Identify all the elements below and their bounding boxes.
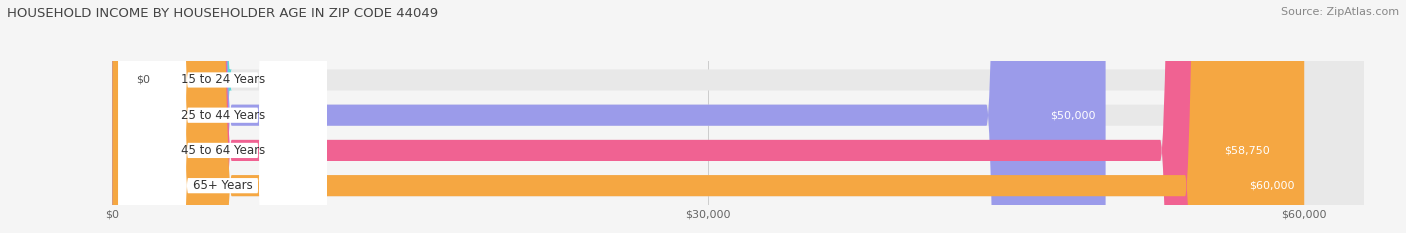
FancyBboxPatch shape — [112, 0, 1305, 233]
Text: $50,000: $50,000 — [1050, 110, 1095, 120]
FancyBboxPatch shape — [118, 0, 328, 233]
FancyBboxPatch shape — [112, 0, 1364, 233]
Text: HOUSEHOLD INCOME BY HOUSEHOLDER AGE IN ZIP CODE 44049: HOUSEHOLD INCOME BY HOUSEHOLDER AGE IN Z… — [7, 7, 439, 20]
Text: $0: $0 — [136, 75, 150, 85]
FancyBboxPatch shape — [118, 0, 328, 233]
FancyBboxPatch shape — [3, 0, 232, 233]
FancyBboxPatch shape — [112, 0, 1364, 233]
FancyBboxPatch shape — [118, 0, 328, 233]
FancyBboxPatch shape — [118, 0, 328, 233]
Text: Source: ZipAtlas.com: Source: ZipAtlas.com — [1281, 7, 1399, 17]
Text: 25 to 44 Years: 25 to 44 Years — [180, 109, 264, 122]
FancyBboxPatch shape — [112, 0, 1279, 233]
Text: 15 to 24 Years: 15 to 24 Years — [180, 73, 264, 86]
Text: $58,750: $58,750 — [1223, 145, 1270, 155]
FancyBboxPatch shape — [112, 0, 1364, 233]
Text: 65+ Years: 65+ Years — [193, 179, 253, 192]
Text: $60,000: $60,000 — [1249, 181, 1295, 191]
FancyBboxPatch shape — [112, 0, 1364, 233]
FancyBboxPatch shape — [112, 0, 1105, 233]
Text: 45 to 64 Years: 45 to 64 Years — [180, 144, 264, 157]
